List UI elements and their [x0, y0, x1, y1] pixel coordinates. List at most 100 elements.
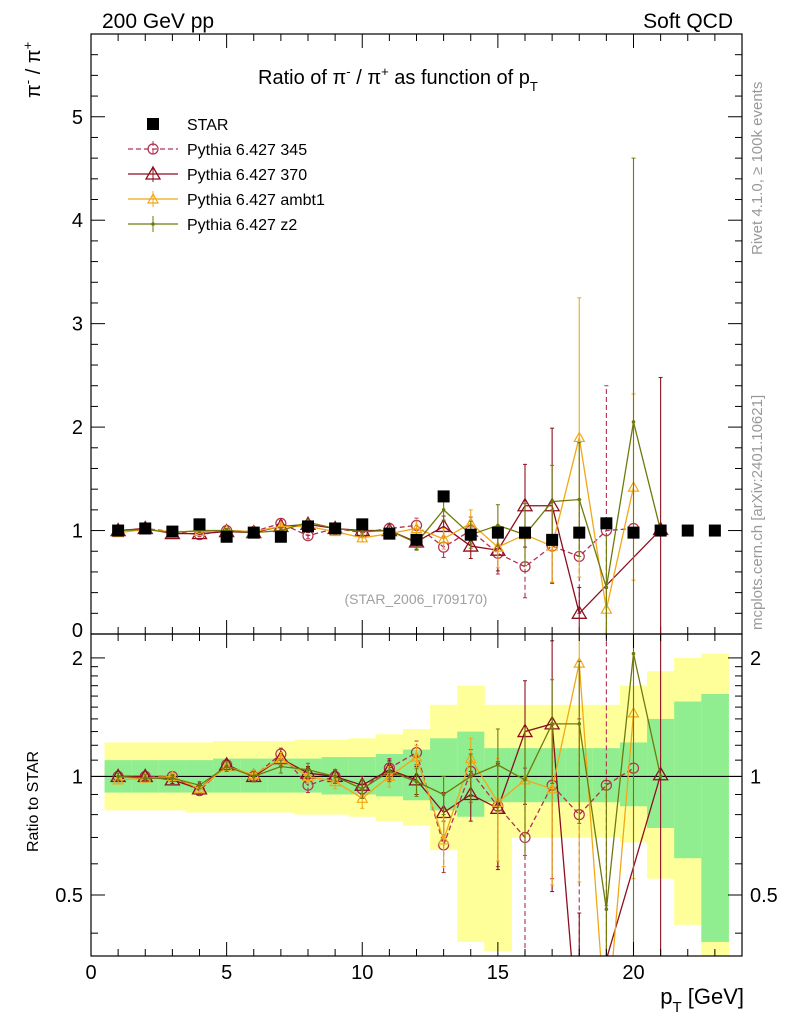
point-star — [627, 526, 640, 539]
y-tick-label: 0.5 — [55, 885, 83, 907]
point-star — [274, 530, 287, 543]
main-plot-ticks: 1 2 3 4 5 0 — [72, 34, 743, 642]
y-tick-label: 2 — [72, 417, 83, 439]
xlabel-sub: T — [672, 999, 681, 1016]
x-tick-label: 10 — [351, 962, 373, 984]
point-star — [410, 533, 423, 546]
legend-item-p370: Pythia 6.427 370 — [128, 165, 307, 184]
ylabel-slash: / — [23, 63, 45, 80]
x-tick-label: 0 — [85, 962, 96, 984]
point-star — [302, 520, 314, 533]
point-star — [437, 490, 450, 503]
title-plus: + — [381, 64, 389, 79]
point-star — [247, 526, 260, 539]
y-tick-label: 2 — [72, 648, 83, 670]
ratio-plot-frame — [90, 633, 743, 957]
point-p370 — [652, 766, 669, 781]
point-z2 — [279, 764, 283, 769]
point-p370 — [571, 605, 588, 619]
y-tick-label: 4 — [72, 210, 83, 232]
point-z2 — [550, 499, 554, 504]
point-p370 — [462, 537, 479, 552]
header-right-label: Soft QCD — [643, 10, 733, 33]
y-tick-label-right: 1 — [750, 766, 761, 788]
point-star — [356, 518, 369, 531]
ylabel-plus: + — [20, 42, 35, 50]
y-tick-label: 5 — [72, 107, 83, 129]
point-star — [654, 524, 667, 537]
legend-label-ambt1: Pythia 6.427 ambt1 — [187, 192, 325, 209]
ratio-plot: 0.5 0.51 12 20 5 10 15 20 — [55, 633, 778, 984]
point-ambt1 — [437, 532, 450, 544]
legend-marker-p345 — [147, 143, 159, 155]
point-z2 — [441, 508, 446, 512]
point-z2 — [604, 585, 609, 590]
legend-label-z2: Pythia 6.427 z2 — [187, 217, 297, 234]
point-star — [546, 533, 559, 546]
point-star — [573, 526, 586, 539]
point-z2 — [550, 722, 554, 726]
ratio-plot-ylabel: Ratio to STAR — [25, 751, 42, 852]
series-line-p345 — [118, 751, 634, 848]
point-z2 — [197, 783, 202, 788]
title-sub: T — [530, 79, 538, 94]
legend-label-star: STAR — [187, 117, 228, 134]
ratio-plot-ticks: 0.5 0.51 12 20 5 10 15 20 — [55, 634, 778, 984]
point-z2 — [414, 779, 419, 784]
y-tick-label: 1 — [72, 521, 83, 543]
point-star — [166, 525, 179, 538]
series-star — [112, 490, 721, 546]
legend-label-p370: Pythia 6.427 370 — [187, 167, 307, 184]
title-pi2: π — [367, 67, 381, 89]
point-z2 — [631, 420, 636, 424]
side-rivet-note: Rivet 4.1.0, ≥ 100k events — [749, 82, 766, 255]
legend-label-p345: Pythia 6.427 345 — [187, 142, 307, 159]
x-tick-label: 15 — [487, 962, 509, 984]
point-star — [464, 528, 477, 541]
y-tick-label-right: 2 — [750, 648, 761, 670]
side-mcplots-note: mcplots.cern.ch [arXiv:2401.10621] — [749, 395, 766, 630]
inner-band-segment — [701, 693, 729, 942]
legend: STAR Pythia 6.427 345 Pythia 6.427 370 Pyth… — [128, 117, 325, 234]
point-ambt1 — [112, 773, 125, 785]
legend-marker-z2 — [151, 222, 155, 226]
y-tick-label: 3 — [72, 314, 83, 336]
point-star — [329, 522, 342, 535]
main-plot: 1 2 3 4 5 0 Ratio of π- / π+ as function of p… — [72, 33, 743, 642]
y-tick-label-right: 0.5 — [750, 885, 778, 907]
point-z2 — [143, 776, 148, 780]
point-z2 — [360, 787, 365, 791]
point-z2 — [577, 497, 582, 502]
main-plot-title: Ratio of π- / π+ as function of pT — [258, 64, 538, 94]
legend-item-z2: Pythia 6.427 z2 — [128, 216, 297, 234]
point-star — [519, 526, 531, 539]
point-z2 — [441, 792, 446, 797]
point-star — [383, 527, 396, 540]
title-pi1: π — [332, 67, 346, 89]
y-tick-label: 0 — [72, 620, 83, 642]
point-z2 — [577, 722, 582, 726]
point-ambt1 — [410, 522, 423, 534]
point-z2 — [496, 523, 500, 528]
legend-item-p345: Pythia 6.427 345 — [128, 141, 307, 159]
point-ambt1 — [193, 782, 206, 794]
point-star — [708, 524, 721, 537]
point-z2 — [306, 767, 310, 772]
point-z2 — [496, 763, 500, 767]
series-line-ambt1 — [118, 662, 635, 956]
legend-marker-p370 — [144, 165, 162, 180]
point-z2 — [116, 774, 120, 779]
xlabel-p: p — [660, 984, 672, 1009]
point-z2 — [170, 776, 175, 780]
title-slash: / — [351, 67, 368, 89]
point-ambt1 — [573, 431, 586, 443]
point-z2 — [387, 769, 392, 774]
point-z2 — [224, 764, 229, 769]
watermark-label: (STAR_2006_I709170) — [345, 591, 488, 607]
legend-item-ambt1: Pythia 6.427 ambt1 — [128, 191, 325, 209]
title-mid: as function of p — [389, 67, 530, 89]
point-star — [491, 526, 504, 539]
ratio-plot-series — [91, 634, 742, 956]
legend-marker-star — [147, 118, 159, 130]
